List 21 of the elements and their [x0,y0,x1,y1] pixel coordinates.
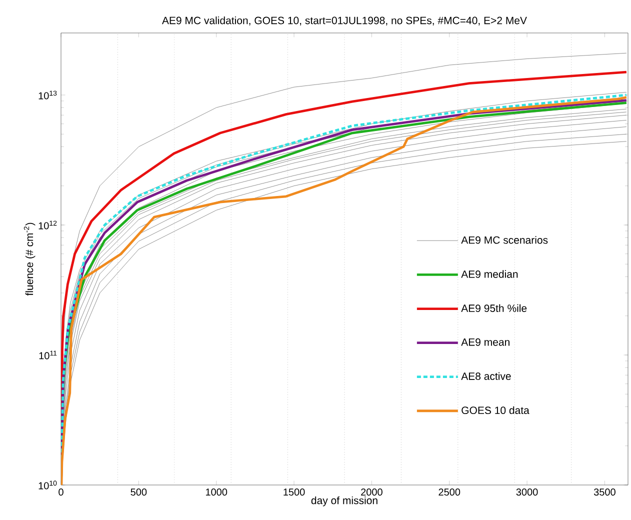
x-tick-label: 500 [130,488,147,496]
y-tick-label: 10$^{10}$ [38,480,57,490]
y-tick-label: 10$^{11}$ [39,350,57,360]
legend-label: AE9 MC scenarios [461,236,548,244]
x-axis-title: day of mission [311,496,378,506]
x-tick-label: 1000 [206,488,228,496]
legend-label: AE9 mean [461,338,510,346]
y-axis-title: fluence (# cm$^{-2}$) [24,222,36,296]
legend-label: AE9 95th %ile [461,304,527,312]
x-tick-label: 2500 [438,488,460,496]
y-tick-label: 10$^{13}$ [38,90,57,100]
x-tick-label: 3500 [594,488,616,496]
x-tick-label: 0 [58,488,64,496]
legend-label: AE9 median [461,270,518,278]
y-tick-label: 10$^{12}$ [38,220,57,230]
chart-title: AE9 MC validation, GOES 10, start=01JUL1998, no SPEs, #MC=40, E>2 MeV [162,16,527,26]
legend-label: AE8 active [461,372,511,380]
x-tick-label: 2000 [361,488,382,496]
x-tick-label: 1500 [284,488,305,496]
legend-label: GOES 10 data [462,406,530,414]
x-tick-label: 3000 [516,488,538,496]
